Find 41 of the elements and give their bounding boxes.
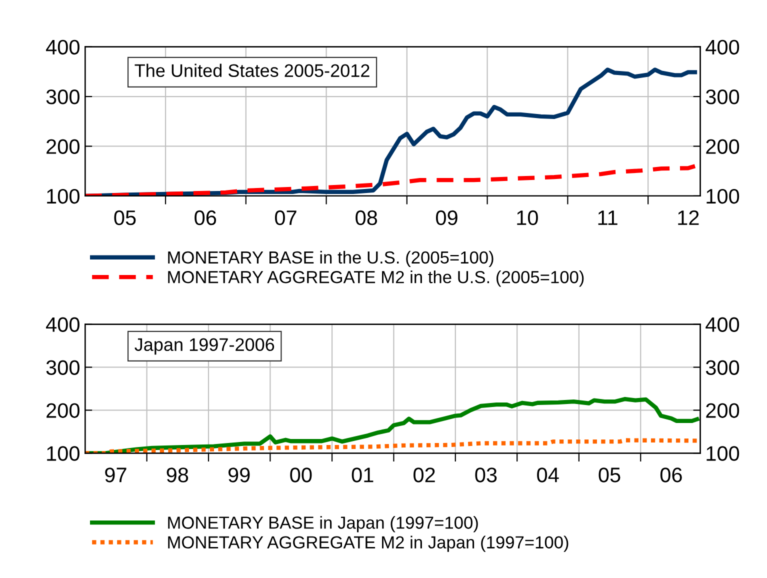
x-tick-label: 02 (414, 468, 435, 482)
x-tick-label: 00 (290, 468, 312, 482)
text: The United States 2005-2012 (134, 64, 370, 78)
y-tick-label: 400 (46, 40, 80, 55)
x-tick-label: 05 (114, 210, 136, 226)
y-tick-label: 300 (46, 90, 80, 104)
x-tick-label: 12 (678, 210, 699, 225)
y2-tick-label: 400 (706, 317, 740, 332)
x-tick-label: 97 (105, 468, 126, 482)
y2-tick-label: 100 (706, 446, 740, 461)
x-tick-label: 98 (166, 468, 188, 482)
y-tick-label: 300 (46, 360, 80, 375)
y2-tick-label: 300 (706, 90, 740, 104)
x-tick-label: 10 (517, 210, 538, 226)
y-tick-label: 100 (47, 188, 80, 204)
text: Japan 1997-2006 (134, 338, 274, 355)
x-tick-label: 05 (598, 468, 620, 482)
x-tick-label: 09 (436, 210, 458, 226)
y-tick-label: 200 (46, 139, 80, 154)
x-tick-label: 01 (352, 468, 374, 482)
y-tick-label: 200 (46, 403, 80, 418)
y2-tick-label: 300 (706, 360, 740, 375)
y2-tick-label: 200 (706, 139, 740, 154)
x-tick-label: 06 (194, 210, 216, 226)
y2-tick-label: 400 (706, 40, 740, 55)
legend-label: MONETARY AGGREGATE M2 in the U.S. (2005=100) (168, 270, 584, 287)
legend-label: MONETARY AGGREGATE M2 in Japan (1997=100) (168, 536, 568, 552)
x-tick-label: 03 (475, 468, 497, 482)
x-tick-label: 99 (228, 468, 250, 482)
y2-tick-label: 200 (706, 403, 740, 418)
legend-label: MONETARY BASE in Japan (1997=100) (168, 516, 478, 532)
y2-tick-label: 100 (706, 188, 740, 204)
line-series (85, 164, 698, 196)
legend-label: MONETARY BASE in the U.S. (2005=100) (168, 250, 494, 268)
x-tick-label: 06 (660, 468, 682, 482)
x-tick-label: 11 (598, 210, 618, 225)
x-tick-label: 08 (356, 210, 378, 226)
y-tick-label: 100 (47, 446, 80, 461)
x-tick-label: 04 (537, 468, 559, 482)
x-tick-label: 07 (275, 210, 296, 226)
y-tick-label: 400 (46, 317, 80, 332)
